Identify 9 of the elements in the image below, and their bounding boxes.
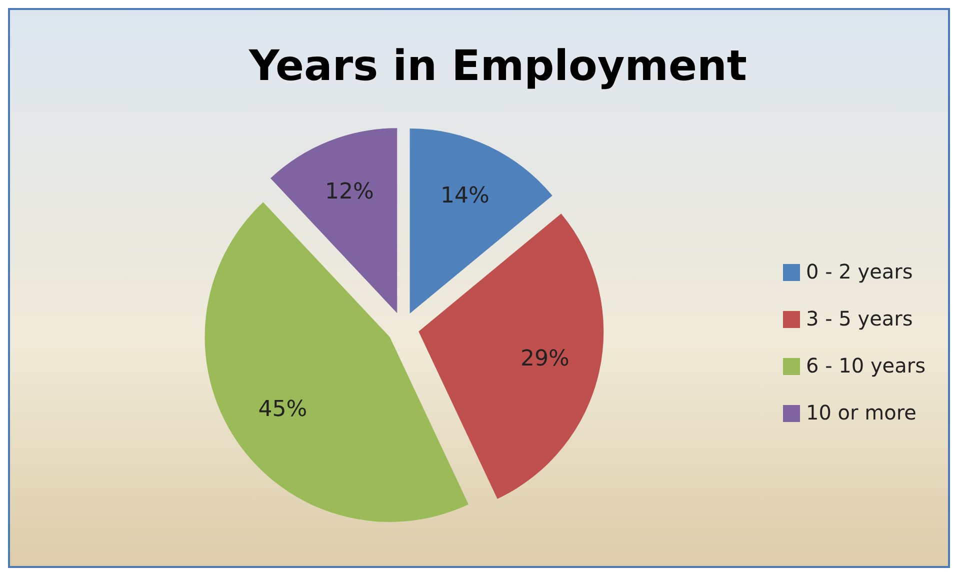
legend-label: 3 - 5 years (806, 306, 913, 330)
chart-title: Years in Employment (248, 41, 748, 90)
legend-label: 6 - 10 years (806, 353, 926, 378)
data-label: 12% (324, 180, 374, 205)
legend-label: 0 - 2 years (806, 259, 913, 284)
data-label: 29% (520, 346, 570, 372)
data-label: 45% (258, 396, 308, 422)
legend-label: 10 or more (806, 400, 916, 424)
data-label: 14% (440, 183, 490, 208)
